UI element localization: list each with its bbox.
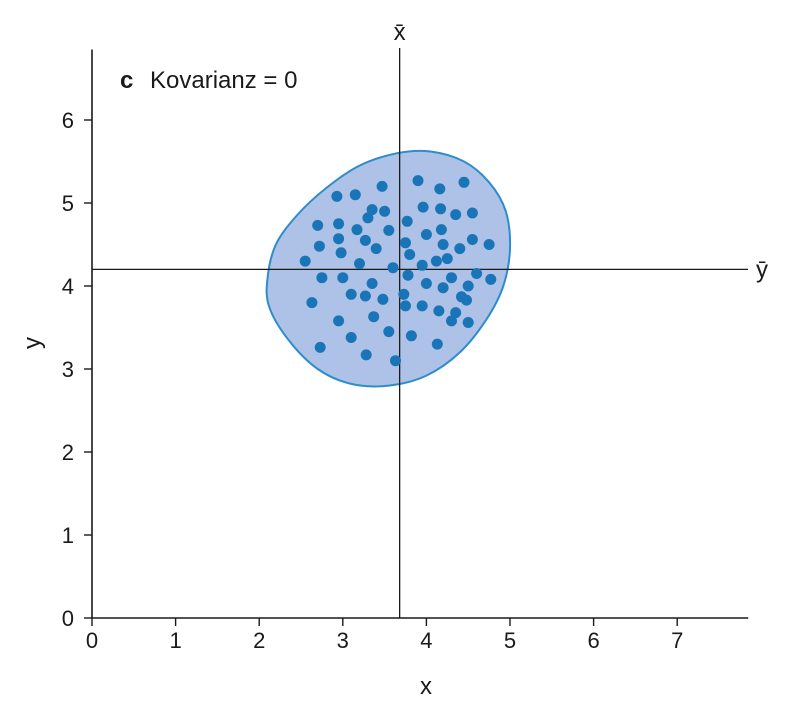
data-point [312, 219, 324, 231]
data-point [362, 212, 374, 224]
data-point [306, 297, 318, 309]
data-point [377, 293, 389, 305]
data-point [354, 258, 365, 270]
axes-layer [91, 49, 749, 619]
data-point [333, 233, 345, 245]
data-point [433, 305, 445, 317]
data-point [335, 247, 347, 259]
data-point [435, 224, 447, 236]
chart-title: Kovarianz = 0 [150, 67, 297, 94]
y-tick-label: 2 [62, 440, 74, 465]
data-point [437, 239, 449, 250]
data-point [466, 234, 478, 245]
data-point [400, 237, 411, 249]
data-point [462, 317, 474, 328]
data-point [398, 288, 410, 300]
data-point [337, 272, 349, 284]
y-tick-label: 0 [62, 606, 74, 631]
points-layer [299, 175, 497, 367]
data-point [412, 175, 424, 187]
data-point [450, 209, 462, 221]
data-point [314, 341, 326, 353]
panel-letter: c [120, 67, 133, 94]
x-tick-label: 4 [420, 628, 432, 653]
x-tick-label: 6 [587, 628, 599, 653]
data-point [402, 269, 414, 281]
data-point [441, 253, 453, 265]
x-tick-label: 0 [86, 628, 98, 653]
data-point [483, 239, 495, 250]
data-point [461, 294, 472, 306]
mean-x-label: x̄ [394, 19, 406, 46]
data-point [400, 300, 411, 312]
x-tick-label: 1 [169, 628, 181, 653]
data-point [437, 282, 449, 294]
data-point [405, 330, 417, 342]
data-point [471, 268, 483, 279]
data-point [454, 243, 466, 255]
data-point [368, 311, 380, 323]
x-axis-label: x [420, 673, 432, 700]
data-point [431, 338, 443, 350]
y-tick-label: 5 [62, 191, 74, 216]
data-point [366, 278, 378, 289]
x-tick-label: 5 [504, 628, 516, 653]
data-point [401, 215, 413, 227]
y-tick-label: 4 [62, 274, 74, 299]
data-point [333, 218, 345, 230]
data-point [379, 205, 391, 217]
data-point [446, 315, 457, 327]
ticks-layer: 0 1 2 3 4 5 6 7 0 1 2 3 4 5 6 [62, 108, 684, 653]
data-point [390, 355, 401, 367]
data-point [351, 224, 363, 236]
data-point [359, 290, 371, 302]
data-point [370, 243, 382, 255]
data-point [299, 255, 311, 267]
x-tick-label: 2 [253, 628, 265, 653]
data-point [416, 300, 428, 312]
data-point [316, 272, 328, 284]
data-point [349, 189, 361, 201]
data-point [485, 273, 497, 285]
data-point [446, 272, 457, 284]
data-point [359, 234, 371, 246]
data-point [466, 207, 478, 219]
y-axis-label: y [19, 337, 46, 349]
x-tick-label: 7 [671, 628, 683, 653]
data-point [333, 315, 345, 327]
data-point [435, 203, 447, 215]
data-point [383, 326, 395, 338]
y-tick-label: 1 [62, 523, 74, 548]
data-point [430, 255, 442, 267]
data-point [387, 262, 399, 274]
data-point [458, 176, 470, 188]
data-point [345, 288, 357, 300]
mean-y-label: ȳ [756, 256, 768, 283]
data-point [345, 332, 357, 343]
data-point [313, 240, 325, 252]
data-point [376, 180, 388, 192]
y-tick-label: 6 [62, 108, 74, 133]
data-point [416, 259, 428, 271]
data-point [404, 249, 416, 260]
data-point [420, 278, 432, 289]
data-point [366, 204, 378, 216]
data-point [417, 201, 429, 213]
data-point [420, 229, 432, 240]
data-point [462, 280, 474, 292]
y-tick-label: 3 [62, 357, 74, 382]
data-point [450, 307, 462, 319]
data-point [434, 183, 446, 195]
data-point [360, 349, 372, 361]
data-point [331, 190, 343, 202]
data-point [383, 224, 395, 236]
x-tick-label: 3 [337, 628, 349, 653]
